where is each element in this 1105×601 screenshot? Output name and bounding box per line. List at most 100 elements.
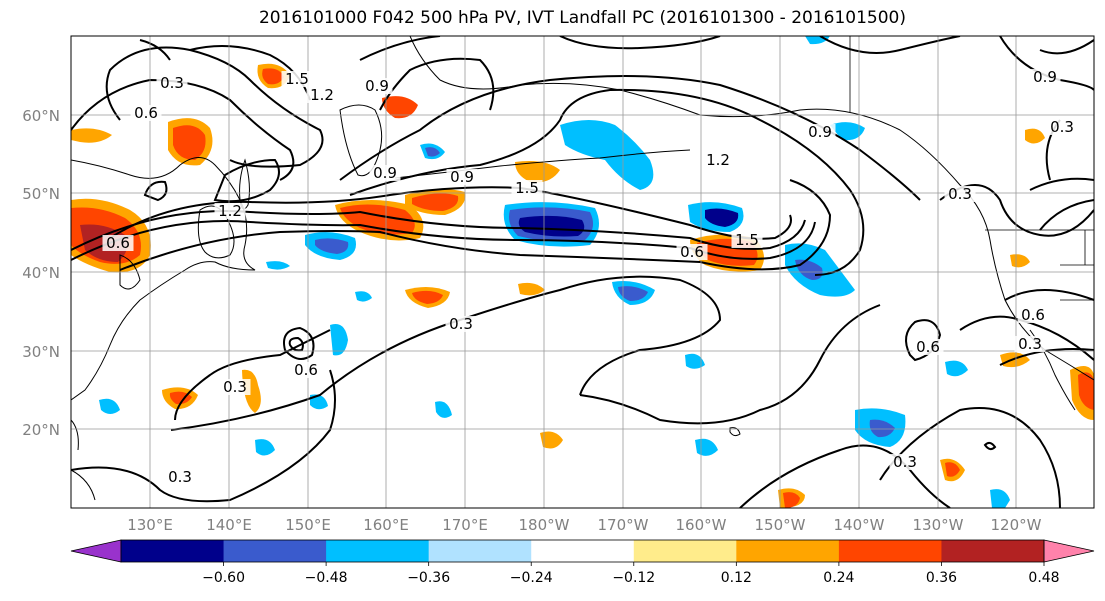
colorbar-frame [120, 539, 1045, 563]
pv-contour [213, 158, 280, 203]
lon-label: 150°W [755, 516, 806, 534]
pv-contour [983, 441, 997, 451]
pv-contour [939, 184, 1094, 237]
coastline-korea [119, 254, 141, 290]
colorbar-tick-label: 0.36 [926, 570, 957, 586]
colorbar-segment [121, 540, 225, 562]
anomaly-patch-negative [705, 208, 739, 227]
contour-label: 1.5 [515, 179, 539, 197]
anomaly-patch-negative [560, 120, 654, 190]
pv-contour [119, 179, 832, 271]
contour-label: 0.3 [449, 315, 473, 333]
colorbar-tick-label: −0.12 [612, 570, 655, 586]
coastlines [71, 36, 1094, 501]
anomaly-patch-negative [435, 401, 452, 418]
colorbar-tick-label: −0.60 [202, 570, 245, 586]
pv-contour [739, 444, 951, 508]
pv-contour [1039, 39, 1094, 55]
coastline-alaska [409, 36, 1094, 381]
anomaly-patch-positive [518, 282, 545, 296]
lon-label: 130°E [127, 516, 173, 534]
pv-contour [71, 220, 816, 261]
contour-label: 0.9 [808, 123, 832, 141]
lon-labels: 130°E 140°E 150°E 160°E 170°E 180°W 170°W 160°W… [127, 516, 1041, 534]
pv-contour [379, 57, 495, 111]
pv-contour [1004, 289, 1094, 301]
contour-label: 0.6 [106, 234, 130, 252]
lat-label: 40°N [22, 264, 60, 282]
gridlines [71, 36, 1094, 508]
borders [849, 36, 1094, 301]
pv-contours [71, 36, 1094, 508]
anomaly-patch-negative [266, 261, 290, 270]
anomaly-patch-positive [783, 492, 800, 508]
anomaly-patch-positive [173, 125, 206, 160]
colorbar-segment [531, 540, 635, 562]
colorbar-segment [838, 540, 942, 562]
anomaly-patch-positive [945, 462, 960, 477]
contour-label: 0.9 [373, 164, 397, 182]
anomaly-patch-negative [425, 147, 440, 157]
contour-label: 1.5 [285, 70, 309, 88]
colorbar-segment [428, 540, 532, 562]
pv-contour [139, 39, 171, 61]
contour-label-bg [445, 316, 477, 332]
contour-label-bg [102, 235, 134, 251]
coastline-hawaii [729, 427, 741, 437]
anomaly-patch-positive [382, 96, 418, 119]
lon-label: 140°W [834, 516, 885, 534]
contour-label-bg [130, 105, 162, 121]
contour-label-bg [912, 339, 944, 355]
lon-label: 130°W [913, 516, 964, 534]
contour-label: 0.3 [948, 185, 972, 203]
pv-contour [71, 78, 295, 181]
lat-label: 30°N [22, 343, 60, 361]
colorbar-segment [633, 540, 737, 562]
colorbar-extend-max [1043, 539, 1095, 563]
pv-contour [1029, 177, 1094, 191]
pv-contour [349, 88, 865, 276]
contour-label: 0.6 [1021, 306, 1045, 324]
anomaly-patch-negative [618, 286, 648, 301]
pv-contour [288, 336, 304, 352]
pv-contour [143, 180, 168, 202]
lon-label: 180°W [519, 516, 570, 534]
pv-contour [283, 326, 315, 360]
anomaly-patch-negative [255, 439, 275, 456]
colorbar-tick-label: −0.48 [305, 570, 348, 586]
pv-contour [819, 36, 961, 54]
map-frame [70, 35, 1095, 509]
shaded-anomalies [71, 36, 1094, 508]
map-title: 2016101000 F042 500 hPa PV, IVT Landfall… [258, 8, 906, 28]
anomaly-patch-positive [412, 290, 443, 304]
contour-label: 0.9 [365, 77, 389, 95]
lon-label: 160°E [363, 516, 409, 534]
contour-label-bg [446, 169, 478, 185]
contour-label: 1.5 [735, 231, 759, 249]
contour-label-bg [731, 232, 763, 248]
pv-contour [174, 329, 331, 421]
lon-label: 160°W [676, 516, 727, 534]
border-state [1060, 230, 1094, 266]
contour-label-bg [369, 165, 401, 181]
anomaly-patch-negative [99, 398, 120, 414]
lon-label: 150°E [285, 516, 331, 534]
contour-label-bg [219, 379, 251, 395]
contour-label: 0.3 [168, 468, 192, 486]
contour-label-bg [290, 362, 322, 378]
anomaly-patch-negative [355, 291, 372, 302]
anomaly-patch-positive [1078, 372, 1094, 410]
pv-contour [559, 36, 721, 50]
anomaly-patch-positive [262, 68, 284, 85]
contour-label: 0.9 [450, 168, 474, 186]
pv-contour [71, 369, 336, 503]
pv-contour [579, 304, 881, 425]
anomaly-patch-positive [1010, 254, 1030, 268]
anomaly-patch-positive [1025, 128, 1045, 144]
colorbar-tick-label: 0.12 [721, 570, 752, 586]
anomaly-patch-negative [330, 324, 348, 356]
contour-label: 0.6 [680, 243, 704, 261]
anomaly-patch-positive [515, 161, 560, 183]
pv-contour [1039, 199, 1094, 231]
